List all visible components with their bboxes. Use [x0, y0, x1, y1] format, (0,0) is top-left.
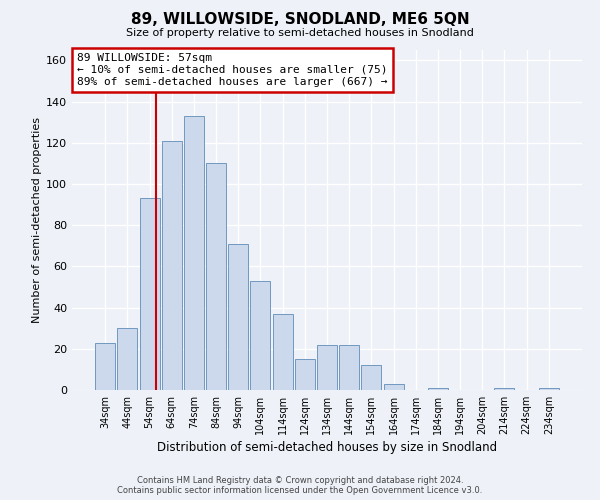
Bar: [383, 384, 404, 390]
Bar: [361, 366, 382, 390]
Bar: [295, 359, 315, 390]
Bar: [272, 314, 293, 390]
Bar: [118, 328, 137, 390]
Bar: [95, 342, 115, 390]
Bar: [228, 244, 248, 390]
Text: Size of property relative to semi-detached houses in Snodland: Size of property relative to semi-detach…: [126, 28, 474, 38]
Text: Contains HM Land Registry data © Crown copyright and database right 2024.
Contai: Contains HM Land Registry data © Crown c…: [118, 476, 482, 495]
Bar: [494, 388, 514, 390]
X-axis label: Distribution of semi-detached houses by size in Snodland: Distribution of semi-detached houses by …: [157, 441, 497, 454]
Bar: [250, 281, 271, 390]
Y-axis label: Number of semi-detached properties: Number of semi-detached properties: [32, 117, 42, 323]
Bar: [162, 140, 182, 390]
Text: 89, WILLOWSIDE, SNODLAND, ME6 5QN: 89, WILLOWSIDE, SNODLAND, ME6 5QN: [131, 12, 469, 28]
Text: 89 WILLOWSIDE: 57sqm
← 10% of semi-detached houses are smaller (75)
89% of semi-: 89 WILLOWSIDE: 57sqm ← 10% of semi-detac…: [77, 54, 388, 86]
Bar: [339, 344, 359, 390]
Bar: [206, 164, 226, 390]
Bar: [539, 388, 559, 390]
Bar: [184, 116, 204, 390]
Bar: [428, 388, 448, 390]
Bar: [317, 344, 337, 390]
Bar: [140, 198, 160, 390]
